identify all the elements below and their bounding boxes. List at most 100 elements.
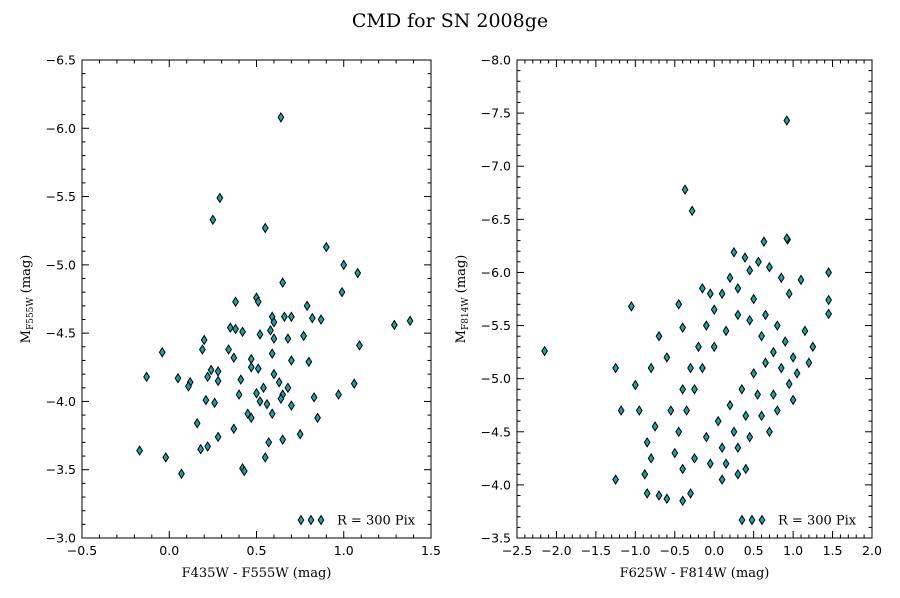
left-data-point bbox=[265, 437, 273, 448]
right-data-point bbox=[755, 256, 762, 268]
right-data-point bbox=[742, 410, 750, 422]
left-data-point bbox=[263, 398, 271, 410]
left-data-point bbox=[256, 396, 264, 407]
left-y-tick-label: −5.5 bbox=[46, 189, 76, 204]
right-panel-tick-labels: −2.5 −2.0 −1.5 −1.0 −0.5 0.0 0.5 1.0 1.5 2.0 −3.5 −… bbox=[481, 53, 882, 559]
right-data-point bbox=[671, 447, 679, 459]
left-data-point bbox=[197, 443, 205, 455]
left-data-point bbox=[288, 355, 295, 366]
left-panel-ticks bbox=[81, 59, 432, 539]
left-legend-marker bbox=[307, 514, 315, 526]
left-data-point bbox=[235, 389, 243, 400]
right-x-tick-label: 2.0 bbox=[862, 543, 882, 558]
right-data-point bbox=[687, 362, 694, 374]
right-legend-marker bbox=[748, 514, 756, 526]
right-data-point bbox=[734, 283, 742, 294]
right-data-point bbox=[781, 336, 789, 347]
right-data-point bbox=[635, 405, 643, 416]
right-data-point bbox=[762, 309, 769, 321]
right-y-tick-label: −3.5 bbox=[481, 531, 511, 546]
right-data-point bbox=[541, 345, 549, 357]
right-data-point bbox=[651, 421, 659, 432]
right-data-point bbox=[750, 293, 758, 305]
right-data-point bbox=[643, 488, 651, 499]
right-data-point bbox=[683, 405, 691, 416]
right-data-point bbox=[738, 383, 746, 395]
right-data-point bbox=[627, 301, 635, 312]
left-data-point bbox=[300, 330, 308, 342]
left-data-point bbox=[226, 322, 234, 334]
right-data-point bbox=[825, 308, 833, 320]
left-data-point bbox=[247, 361, 255, 373]
left-y-tick-label: −5.0 bbox=[46, 257, 76, 272]
left-data-point bbox=[256, 329, 264, 340]
left-data-point bbox=[335, 389, 342, 400]
right-data-point bbox=[706, 458, 714, 469]
left-data-point bbox=[390, 319, 398, 331]
left-y-tick-label: −4.5 bbox=[46, 326, 76, 341]
left-data-point bbox=[310, 392, 318, 403]
right-data-point bbox=[773, 320, 781, 331]
right-legend-marker bbox=[758, 514, 766, 526]
left-panel-points bbox=[136, 112, 414, 480]
figure-title: CMD for SN 2008ge bbox=[352, 10, 548, 32]
right-data-point bbox=[698, 362, 706, 374]
right-x-tick-label: 0.0 bbox=[704, 543, 724, 558]
left-data-point bbox=[288, 311, 295, 323]
right-data-point bbox=[734, 442, 742, 454]
left-data-point bbox=[296, 428, 304, 440]
right-y-tick-label: −4.5 bbox=[481, 424, 511, 439]
right-data-point bbox=[710, 341, 718, 353]
right-y-tick-label: −5.0 bbox=[481, 371, 511, 386]
right-scatter-panel: −2.5 −2.0 −1.5 −1.0 −0.5 0.0 0.5 1.0 1.5 2.0 −3.5 −… bbox=[454, 53, 882, 582]
left-data-point bbox=[214, 431, 222, 443]
left-scatter-panel: −0.5 0.0 0.5 1.0 1.5 −3.0 −3.5 −4.0 −4.5 −5.0 −5.5… bbox=[19, 53, 441, 582]
left-data-point bbox=[204, 371, 212, 383]
left-data-point bbox=[314, 412, 321, 424]
right-y-tick-label: −6.5 bbox=[481, 212, 511, 227]
right-data-point bbox=[730, 426, 738, 438]
right-data-point bbox=[746, 431, 754, 443]
right-data-point bbox=[722, 325, 730, 337]
left-y-tick-label: −4.0 bbox=[46, 394, 76, 409]
right-data-point bbox=[647, 362, 655, 374]
right-data-point bbox=[789, 352, 797, 363]
right-y-label-unit: (mag) bbox=[454, 255, 469, 298]
left-data-point bbox=[338, 286, 346, 298]
left-data-point bbox=[200, 334, 208, 346]
left-data-point bbox=[267, 325, 274, 336]
left-panel-tick-labels: −0.5 0.0 0.5 1.0 1.5 −3.0 −3.5 −4.0 −4.5 −5.0 −5.5… bbox=[46, 53, 441, 559]
left-data-point bbox=[350, 378, 358, 390]
right-data-point bbox=[655, 490, 663, 501]
left-y-tick-label: −3.0 bbox=[46, 531, 76, 546]
left-panel-frame bbox=[81, 59, 432, 539]
left-data-point bbox=[254, 363, 262, 374]
right-data-point bbox=[726, 272, 734, 284]
right-data-point bbox=[675, 298, 683, 310]
right-data-point bbox=[647, 453, 655, 464]
right-data-point bbox=[631, 379, 639, 391]
left-data-point bbox=[143, 371, 150, 383]
right-y-tick-label: −7.5 bbox=[481, 106, 511, 121]
left-x-tick-label: −0.5 bbox=[67, 543, 97, 558]
left-panel-legend: R = 300 Pix bbox=[297, 514, 416, 529]
right-data-point bbox=[766, 426, 773, 438]
left-y-label-unit: (mag) bbox=[19, 255, 34, 298]
right-y-label-subscript: F814W bbox=[461, 297, 471, 330]
left-y-label-main: M bbox=[19, 330, 34, 343]
right-data-point bbox=[777, 272, 785, 284]
left-data-point bbox=[209, 214, 217, 226]
right-x-axis-label: F625W - F814W (mag) bbox=[620, 566, 770, 581]
right-y-tick-label: −8.0 bbox=[481, 53, 511, 68]
left-data-point bbox=[216, 192, 224, 204]
left-data-point bbox=[174, 372, 182, 384]
right-data-point bbox=[750, 368, 758, 379]
right-x-tick-label: 1.0 bbox=[783, 543, 803, 558]
left-data-point bbox=[308, 312, 316, 324]
right-data-point bbox=[789, 394, 797, 406]
right-data-point bbox=[722, 458, 730, 469]
right-data-point bbox=[734, 468, 742, 480]
left-data-point bbox=[225, 344, 232, 355]
left-data-point bbox=[270, 316, 278, 328]
